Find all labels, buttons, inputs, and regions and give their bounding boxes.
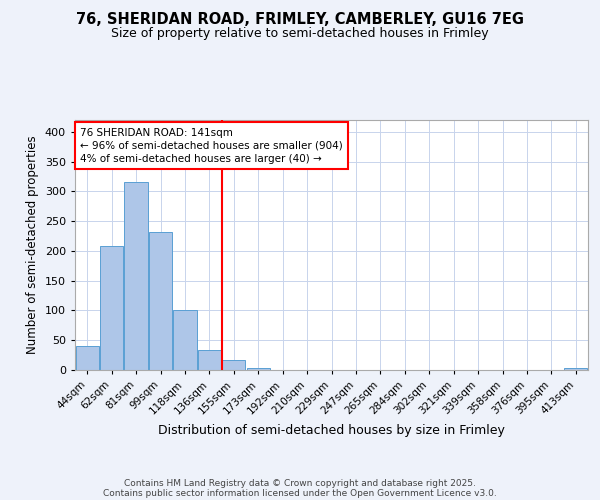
Text: 76, SHERIDAN ROAD, FRIMLEY, CAMBERLEY, GU16 7EG: 76, SHERIDAN ROAD, FRIMLEY, CAMBERLEY, G… [76,12,524,28]
Text: Contains HM Land Registry data © Crown copyright and database right 2025.: Contains HM Land Registry data © Crown c… [124,478,476,488]
Bar [124,182,148,370]
Text: 76 SHERIDAN ROAD: 141sqm
← 96% of semi-detached houses are smaller (904)
4% of s: 76 SHERIDAN ROAD: 141sqm ← 96% of semi-d… [80,128,343,164]
Bar [76,346,99,370]
Text: Size of property relative to semi-detached houses in Frimley: Size of property relative to semi-detach… [111,28,489,40]
Bar [173,310,197,370]
Bar [564,368,587,370]
Text: Contains public sector information licensed under the Open Government Licence v3: Contains public sector information licen… [103,488,497,498]
Bar [198,350,221,370]
Bar [222,360,245,370]
Bar [247,368,270,370]
Y-axis label: Number of semi-detached properties: Number of semi-detached properties [26,136,39,354]
Bar [149,232,172,370]
Bar [100,246,123,370]
X-axis label: Distribution of semi-detached houses by size in Frimley: Distribution of semi-detached houses by … [158,424,505,437]
